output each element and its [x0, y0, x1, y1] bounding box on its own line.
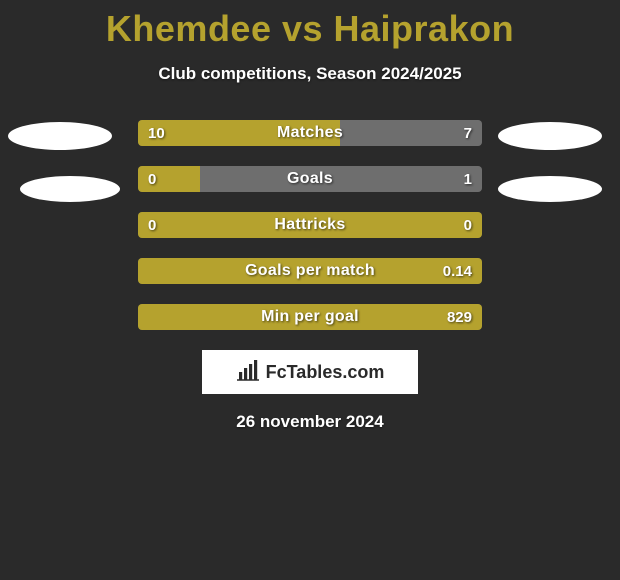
- comparison-bars: 107Matches 01Goals 00Hattricks 0.14Goals pe…: [138, 120, 482, 330]
- bar-row: 107Matches: [138, 120, 482, 146]
- bar-left-fill: [138, 120, 340, 146]
- bar-left-fill: [138, 166, 200, 192]
- logo: FcTables.com: [236, 359, 385, 386]
- decorative-ellipse: [498, 122, 602, 150]
- subtitle: Club competitions, Season 2024/2025: [0, 64, 620, 84]
- comparison-card: Khemdee vs Haiprakon Club competitions, …: [0, 0, 620, 580]
- bar-left-fill: [138, 212, 482, 238]
- bar-row: 01Goals: [138, 166, 482, 192]
- bar-row: 829Min per goal: [138, 304, 482, 330]
- bar-left-fill: [138, 258, 482, 284]
- logo-text: FcTables.com: [266, 362, 385, 383]
- chart-bars-icon: [236, 359, 260, 386]
- bar-left-fill: [138, 304, 482, 330]
- decorative-ellipse: [20, 176, 120, 202]
- bar-row: 0.14Goals per match: [138, 258, 482, 284]
- page-title: Khemdee vs Haiprakon: [0, 8, 620, 50]
- bar-row: 00Hattricks: [138, 212, 482, 238]
- bar-right-fill: [340, 120, 482, 146]
- decorative-ellipse: [498, 176, 602, 202]
- bar-right-fill: [200, 166, 482, 192]
- decorative-ellipse: [8, 122, 112, 150]
- date-text: 26 november 2024: [0, 412, 620, 432]
- logo-box[interactable]: FcTables.com: [202, 350, 418, 394]
